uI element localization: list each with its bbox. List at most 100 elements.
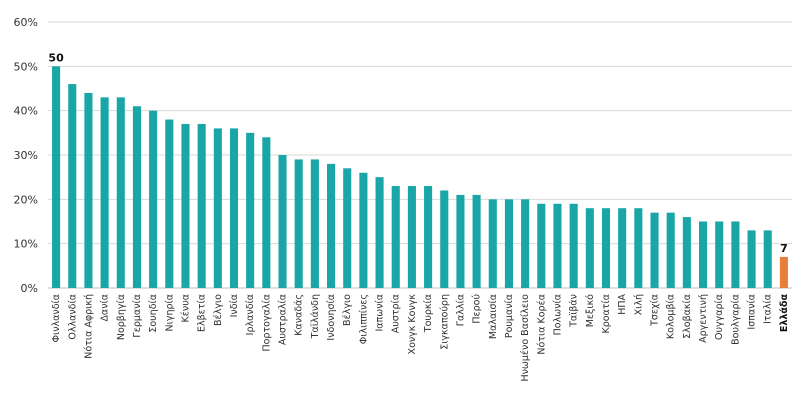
x-tick-label: Νορβηγία: [116, 294, 127, 340]
bar: [391, 186, 400, 288]
bar: [165, 119, 174, 289]
x-tick-label: Σιγκαπούρη: [439, 294, 450, 350]
bar: [197, 123, 206, 288]
bar: [537, 203, 546, 288]
data-label: 50: [48, 51, 64, 64]
x-tick-label: Καναδάς: [294, 294, 305, 336]
x-tick-label: Περού: [472, 294, 483, 324]
bar: [407, 186, 416, 288]
bar: [585, 208, 594, 288]
x-tick-label: Γερμανία: [132, 294, 143, 338]
x-tick-label: Ισπανία: [747, 294, 758, 330]
x-tick-label: Ελβετία: [197, 294, 208, 332]
bar: [763, 230, 772, 288]
x-tick-label: Μαλαισία: [488, 294, 499, 339]
bar: [229, 128, 239, 288]
x-tick-label: Πολωνία: [552, 294, 563, 335]
bar: [666, 212, 675, 288]
bar: [424, 186, 433, 288]
bar: [116, 97, 125, 288]
bar: [294, 159, 303, 288]
bar: [246, 132, 255, 288]
bar: [488, 199, 497, 288]
bar: [618, 208, 627, 288]
x-tick-label: Ταϊβάν: [569, 294, 580, 328]
bar: [779, 256, 788, 288]
bar: [456, 194, 465, 288]
x-tick-label: Κροατία: [601, 294, 612, 334]
x-tick-label: Σλοβακία: [682, 294, 693, 339]
x-tick-label: Κολομβία: [666, 294, 677, 339]
y-tick-label: 60%: [14, 16, 38, 29]
bar: [262, 137, 271, 288]
bar: [149, 110, 158, 289]
bar: [84, 92, 93, 288]
bar: [699, 221, 708, 288]
bar: [521, 199, 530, 288]
x-tick-label: Ρουμανία: [504, 294, 515, 338]
y-tick-label: 50%: [14, 60, 38, 73]
x-tick-label: Βουλγαρία: [730, 294, 741, 345]
x-tick-label: Ινδονησία: [326, 294, 337, 341]
x-tick-label: Βέλγιο: [213, 294, 224, 326]
x-tick-label: Σουηδία: [148, 294, 159, 333]
y-tick-label: 40%: [14, 105, 38, 118]
bar: [682, 217, 691, 288]
bar: [68, 84, 77, 288]
bar: [52, 66, 61, 288]
x-tick-label: Νότια Κορέα: [536, 294, 547, 355]
x-tick-label: Φιλιππίνες: [358, 294, 369, 344]
bar: [327, 163, 336, 288]
x-tick-label: Ελλάδα: [779, 294, 790, 333]
bar: [634, 208, 643, 288]
x-tick-label: Ουγγαρία: [714, 294, 725, 340]
bar: [278, 155, 287, 288]
bar: [100, 97, 109, 288]
bar: [472, 194, 481, 288]
x-tick-label: Βέλγιο: [342, 294, 353, 326]
x-tick-label: Δανία: [100, 294, 111, 322]
x-tick-label: Χονγκ Κονγκ: [407, 294, 418, 355]
bar: [650, 212, 659, 288]
x-tick-label: ΗΠΑ: [617, 294, 628, 315]
bar: [440, 190, 449, 288]
bar: [375, 177, 384, 288]
x-tick-label: Αυστραλία: [278, 294, 289, 345]
x-tick-label: Αργεντινή: [698, 294, 709, 343]
bar: [569, 203, 578, 288]
bar: [181, 123, 190, 288]
data-label: 7: [780, 242, 788, 255]
bar: [601, 208, 611, 288]
x-tick-label: Ινδία: [229, 294, 240, 317]
x-tick-label: Πορτογαλία: [261, 294, 272, 352]
x-tick-label: Αυστρία: [391, 294, 402, 333]
x-tick-label: Ιαπωνία: [375, 294, 386, 332]
bar: [504, 199, 513, 288]
x-tick-label: Τσεχία: [650, 294, 661, 327]
bar: [343, 168, 352, 288]
x-tick-label: Νότια Αφρική: [83, 294, 94, 359]
x-tick-label: Νιγηρία: [164, 294, 175, 331]
x-tick-label: Φινλανδία: [51, 294, 62, 342]
bar: [359, 172, 368, 288]
bar: [715, 221, 724, 288]
y-tick-label: 0%: [21, 282, 38, 295]
x-tick-label: Ηνωμένο Βασίλειο: [520, 294, 531, 382]
x-tick-label: Μεξικό: [585, 294, 596, 327]
x-tick-label: Χιλή: [633, 294, 644, 315]
bar: [310, 159, 319, 288]
y-tick-label: 30%: [14, 149, 38, 162]
bar: [553, 203, 562, 288]
bar: [731, 221, 740, 288]
x-tick-label: Κένυα: [180, 294, 191, 322]
x-tick-label: Τουρκία: [423, 294, 434, 333]
x-tick-label: Γαλλία: [455, 294, 466, 326]
bar: [132, 106, 141, 288]
y-tick-label: 20%: [14, 193, 38, 206]
bar: [213, 128, 222, 288]
x-tick-label: Ιρλανδία: [245, 294, 256, 335]
x-tick-label: Ολλανδία: [67, 294, 78, 340]
x-tick-label: Ταϊλάνδη: [310, 294, 321, 339]
x-tick-label: Ιταλία: [763, 294, 774, 324]
